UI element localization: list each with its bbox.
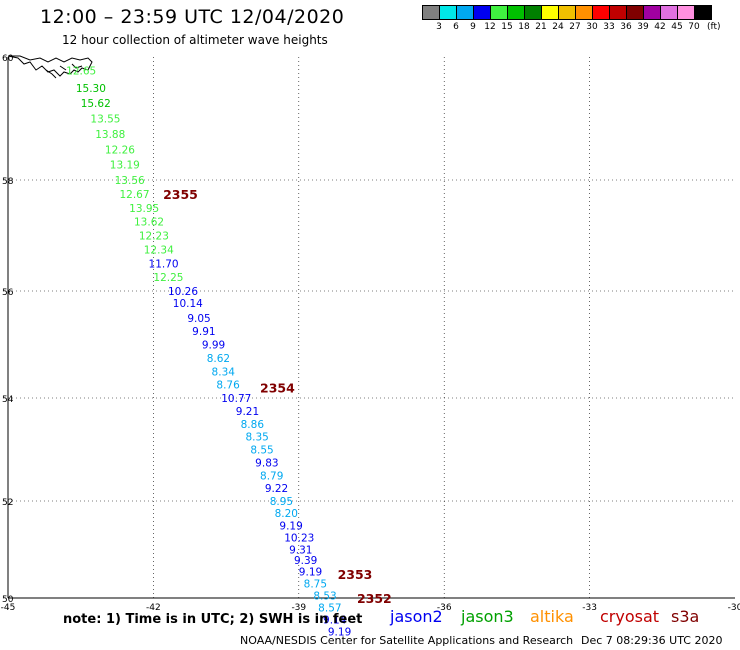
satellite-jason3: jason3 — [461, 607, 514, 626]
swh-value: 8.76 — [216, 380, 240, 392]
swh-value: 9.19 — [299, 566, 322, 578]
swh-observations: 12.65 15.30 15.62 13.55 13.88 12.26 13.19 13.56… — [66, 66, 351, 639]
credit-text: NOAA/NESDIS Center for Satellite Applica… — [240, 634, 574, 647]
swh-value: 8.34 — [212, 366, 236, 378]
lat-tick-label: 58 — [2, 177, 14, 187]
lon-tick-label: -42 — [146, 603, 161, 613]
lat-tick-label: 56 — [2, 288, 14, 298]
swh-value: 8.95 — [270, 496, 293, 508]
swh-value: 8.57 — [318, 603, 341, 615]
color-legend: 3 6 9 12 15 18 21 24 27 30 33 36 39 42 45 70 (ft) — [422, 5, 740, 32]
pass-time-label: 2355 — [163, 187, 198, 202]
swh-value: 15.62 — [81, 98, 111, 110]
swh-value: 12.34 — [144, 244, 174, 256]
swh-value: 8.20 — [275, 508, 298, 520]
legend-label: 12 — [484, 22, 496, 32]
legend-label: 3 — [436, 22, 442, 32]
legend-label: 24 — [552, 22, 564, 32]
swh-value: 9.19 — [328, 627, 351, 639]
swh-value: 9.91 — [192, 326, 215, 338]
lon-tick-label: -30 — [728, 603, 740, 613]
swh-value: 9.22 — [265, 483, 288, 495]
grid — [7, 57, 735, 599]
legend-label: 6 — [453, 22, 459, 32]
swh-value: 10.23 — [284, 532, 314, 544]
legend-label: 33 — [603, 22, 615, 32]
swh-value: 8.55 — [250, 445, 273, 457]
satellite-jason2: jason2 — [390, 607, 443, 626]
satellite-s3a: s3a — [671, 607, 700, 626]
legend-label: 70 — [688, 22, 700, 32]
legend-label: 15 — [501, 22, 513, 32]
swh-value: 8.35 — [245, 432, 268, 444]
coastline — [7, 55, 93, 79]
pass-time-label: 2354 — [260, 380, 295, 395]
legend-unit: (ft) — [707, 22, 721, 32]
footnote: note: 1) Time is in UTC; 2) SWH is in fe… — [63, 612, 363, 627]
swh-value: 9.05 — [187, 313, 210, 325]
swh-value: 9.19 — [279, 520, 302, 532]
legend-label: 45 — [671, 22, 683, 32]
swh-value: 9.31 — [289, 545, 312, 557]
swh-value: 10.26 — [168, 286, 198, 298]
swh-value: 13.88 — [95, 129, 125, 141]
swh-value: 9.21 — [236, 406, 259, 418]
swh-value: 8.75 — [304, 578, 327, 590]
swh-value: 12.23 — [139, 231, 169, 243]
legend-swatch — [694, 5, 712, 20]
swh-value: 8.53 — [313, 591, 336, 603]
legend-label: 42 — [654, 22, 666, 32]
swh-value: 13.19 — [110, 160, 140, 172]
pass-time-labels: 2355 2354 2353 2352 — [163, 187, 392, 606]
swh-value: 11.70 — [149, 258, 179, 270]
legend-label: 18 — [518, 22, 530, 32]
satellite-cryosat: cryosat — [600, 607, 660, 626]
swh-value: 13.95 — [129, 203, 159, 215]
swh-value: 15.30 — [76, 83, 106, 95]
swh-value: 13.56 — [115, 175, 145, 187]
swh-value: 9.14 — [323, 615, 347, 627]
swh-value: 12.26 — [105, 144, 135, 156]
lon-tick-label: -45 — [1, 603, 16, 613]
legend-label: 9 — [470, 22, 476, 32]
generated-timestamp: Dec 7 08:29:36 UTC 2020 — [581, 634, 723, 647]
legend-labels: 3 6 9 12 15 18 21 24 27 30 33 36 39 42 45 70 (ft) — [422, 20, 740, 32]
swh-value: 12.25 — [153, 272, 183, 284]
legend-label: 39 — [637, 22, 649, 32]
legend-label: 27 — [569, 22, 581, 32]
lat-tick-label: 54 — [2, 395, 14, 405]
map-title: 12:00 – 23:59 UTC 12/04/2020 — [40, 6, 345, 28]
legend-label: 30 — [586, 22, 598, 32]
swh-value: 8.79 — [260, 470, 283, 482]
lon-tick-label: -33 — [582, 603, 597, 613]
swh-value: 9.83 — [255, 457, 278, 469]
legend-swatches — [422, 5, 740, 20]
swh-value: 8.62 — [207, 353, 230, 365]
swh-value: 10.14 — [173, 298, 203, 310]
swh-value: 12.65 — [66, 66, 96, 78]
axis-ticks: -45 -42 -39 -36 -33 -30 60 58 56 54 52 50 — [1, 54, 740, 613]
legend-label: 21 — [535, 22, 547, 32]
swh-value: 12.67 — [119, 189, 149, 201]
pass-time-label: 2353 — [338, 567, 373, 582]
lon-tick-label: -39 — [291, 603, 306, 613]
swh-value: 13.55 — [90, 114, 120, 126]
legend-label: 36 — [620, 22, 632, 32]
lat-tick-label: 50 — [2, 595, 14, 605]
lat-tick-label: 52 — [2, 498, 13, 508]
lon-tick-label: -36 — [437, 603, 452, 613]
greenland-coast — [7, 55, 93, 77]
pass-time-label: 2352 — [357, 591, 392, 606]
satellite-altika: altika — [530, 607, 574, 626]
greenland-coast-detail — [45, 63, 83, 79]
map-subtitle: 12 hour collection of altimeter wave hei… — [62, 33, 328, 47]
swh-value: 9.39 — [294, 555, 317, 567]
swh-value: 9.99 — [202, 340, 225, 352]
swh-value: 8.86 — [241, 419, 265, 431]
lat-tick-label: 60 — [2, 54, 14, 64]
swh-value: 10.77 — [221, 393, 251, 405]
swh-value: 13.62 — [134, 217, 164, 229]
